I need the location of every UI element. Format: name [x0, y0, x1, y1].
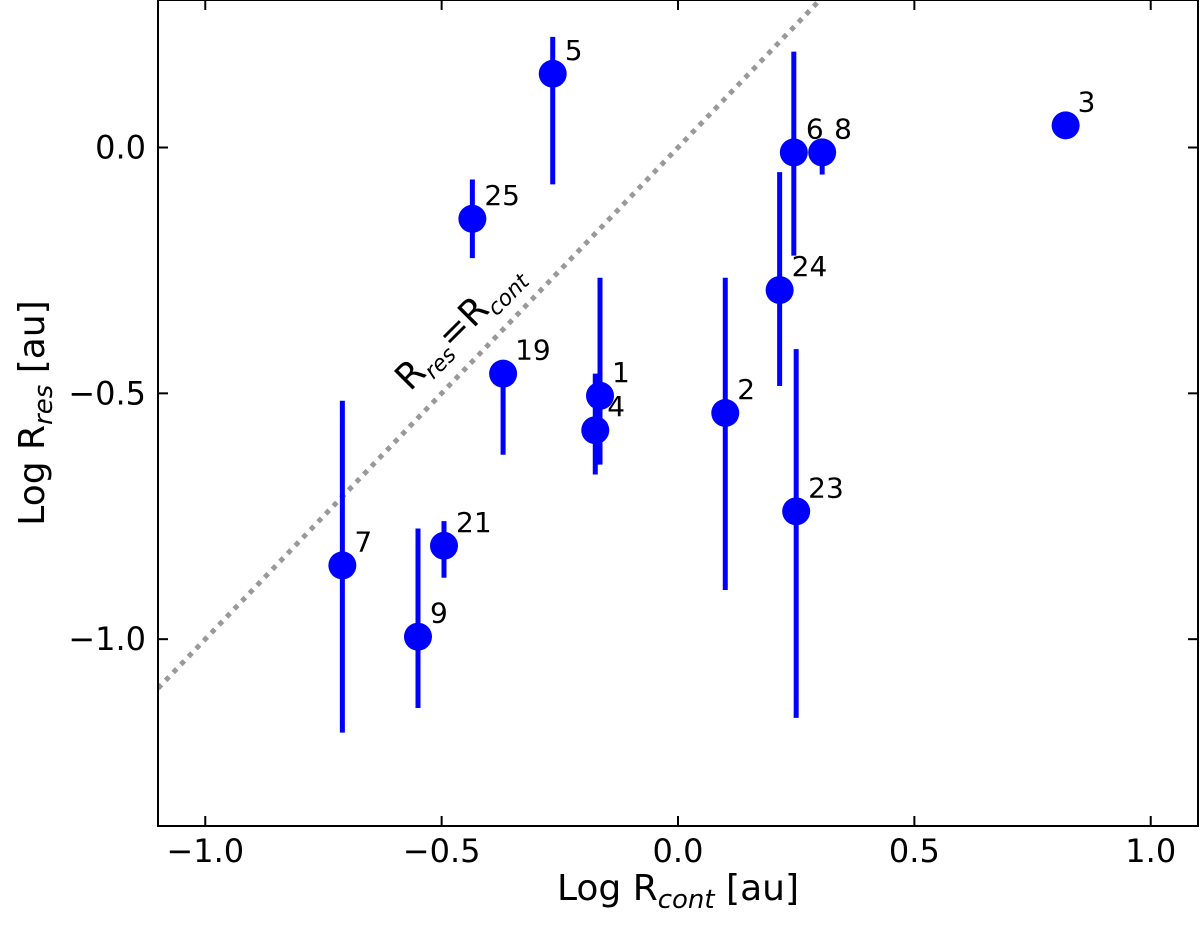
x-tick-label: −1.0: [166, 832, 244, 870]
point-layer: [328, 59, 1080, 651]
data-point-7: [328, 551, 357, 580]
data-point-2: [711, 399, 740, 427]
plot-frame: [157, 0, 1199, 827]
data-point-24: [765, 276, 794, 305]
x-tick-label: 0.0: [653, 832, 704, 870]
data-point-5: [538, 59, 567, 88]
x-tick-label: 1.0: [1125, 832, 1176, 870]
data-point-1: [586, 381, 614, 410]
data-label-23: 23: [808, 471, 844, 504]
data-point-25: [458, 204, 487, 233]
data-label-2: 2: [737, 373, 755, 406]
x-tick-label: 0.5: [889, 832, 940, 870]
data-point-4: [581, 416, 610, 445]
reference-line: [158, 0, 824, 691]
data-point-3: [1051, 111, 1080, 140]
data-label-24: 24: [792, 250, 828, 283]
y-tick-label: −0.5: [68, 374, 146, 412]
y-axis-label: Log Rres [au]: [12, 300, 59, 525]
x-axis-label: Log Rcont [au]: [557, 868, 799, 915]
data-point-8: [808, 138, 837, 167]
data-label-8: 8: [834, 112, 852, 145]
reference-line-layer: [158, 0, 824, 691]
data-point-6: [779, 138, 808, 167]
data-label-1: 1: [612, 356, 630, 389]
data-label-7: 7: [354, 525, 372, 558]
data-point-21: [430, 531, 458, 560]
data-point-19: [489, 359, 518, 388]
data-label-4: 4: [607, 390, 625, 423]
data-point-9: [404, 622, 432, 651]
y-tick-label: 0.0: [95, 129, 146, 167]
data-label-9: 9: [430, 597, 448, 630]
x-tick-label: −0.5: [403, 832, 481, 870]
data-label-21: 21: [456, 506, 492, 539]
data-label-25: 25: [484, 179, 520, 212]
data-label-3: 3: [1078, 85, 1096, 118]
data-label-6: 6: [806, 112, 824, 145]
data-point-23: [782, 497, 811, 526]
y-tick-label: −1.0: [68, 620, 146, 658]
data-label-19: 19: [515, 334, 551, 367]
data-label-5: 5: [565, 34, 583, 67]
tick-layer: −1.0 −0.5 0.0 0.5 1.0 −1.0 −0.5 0.0: [68, 0, 1198, 870]
